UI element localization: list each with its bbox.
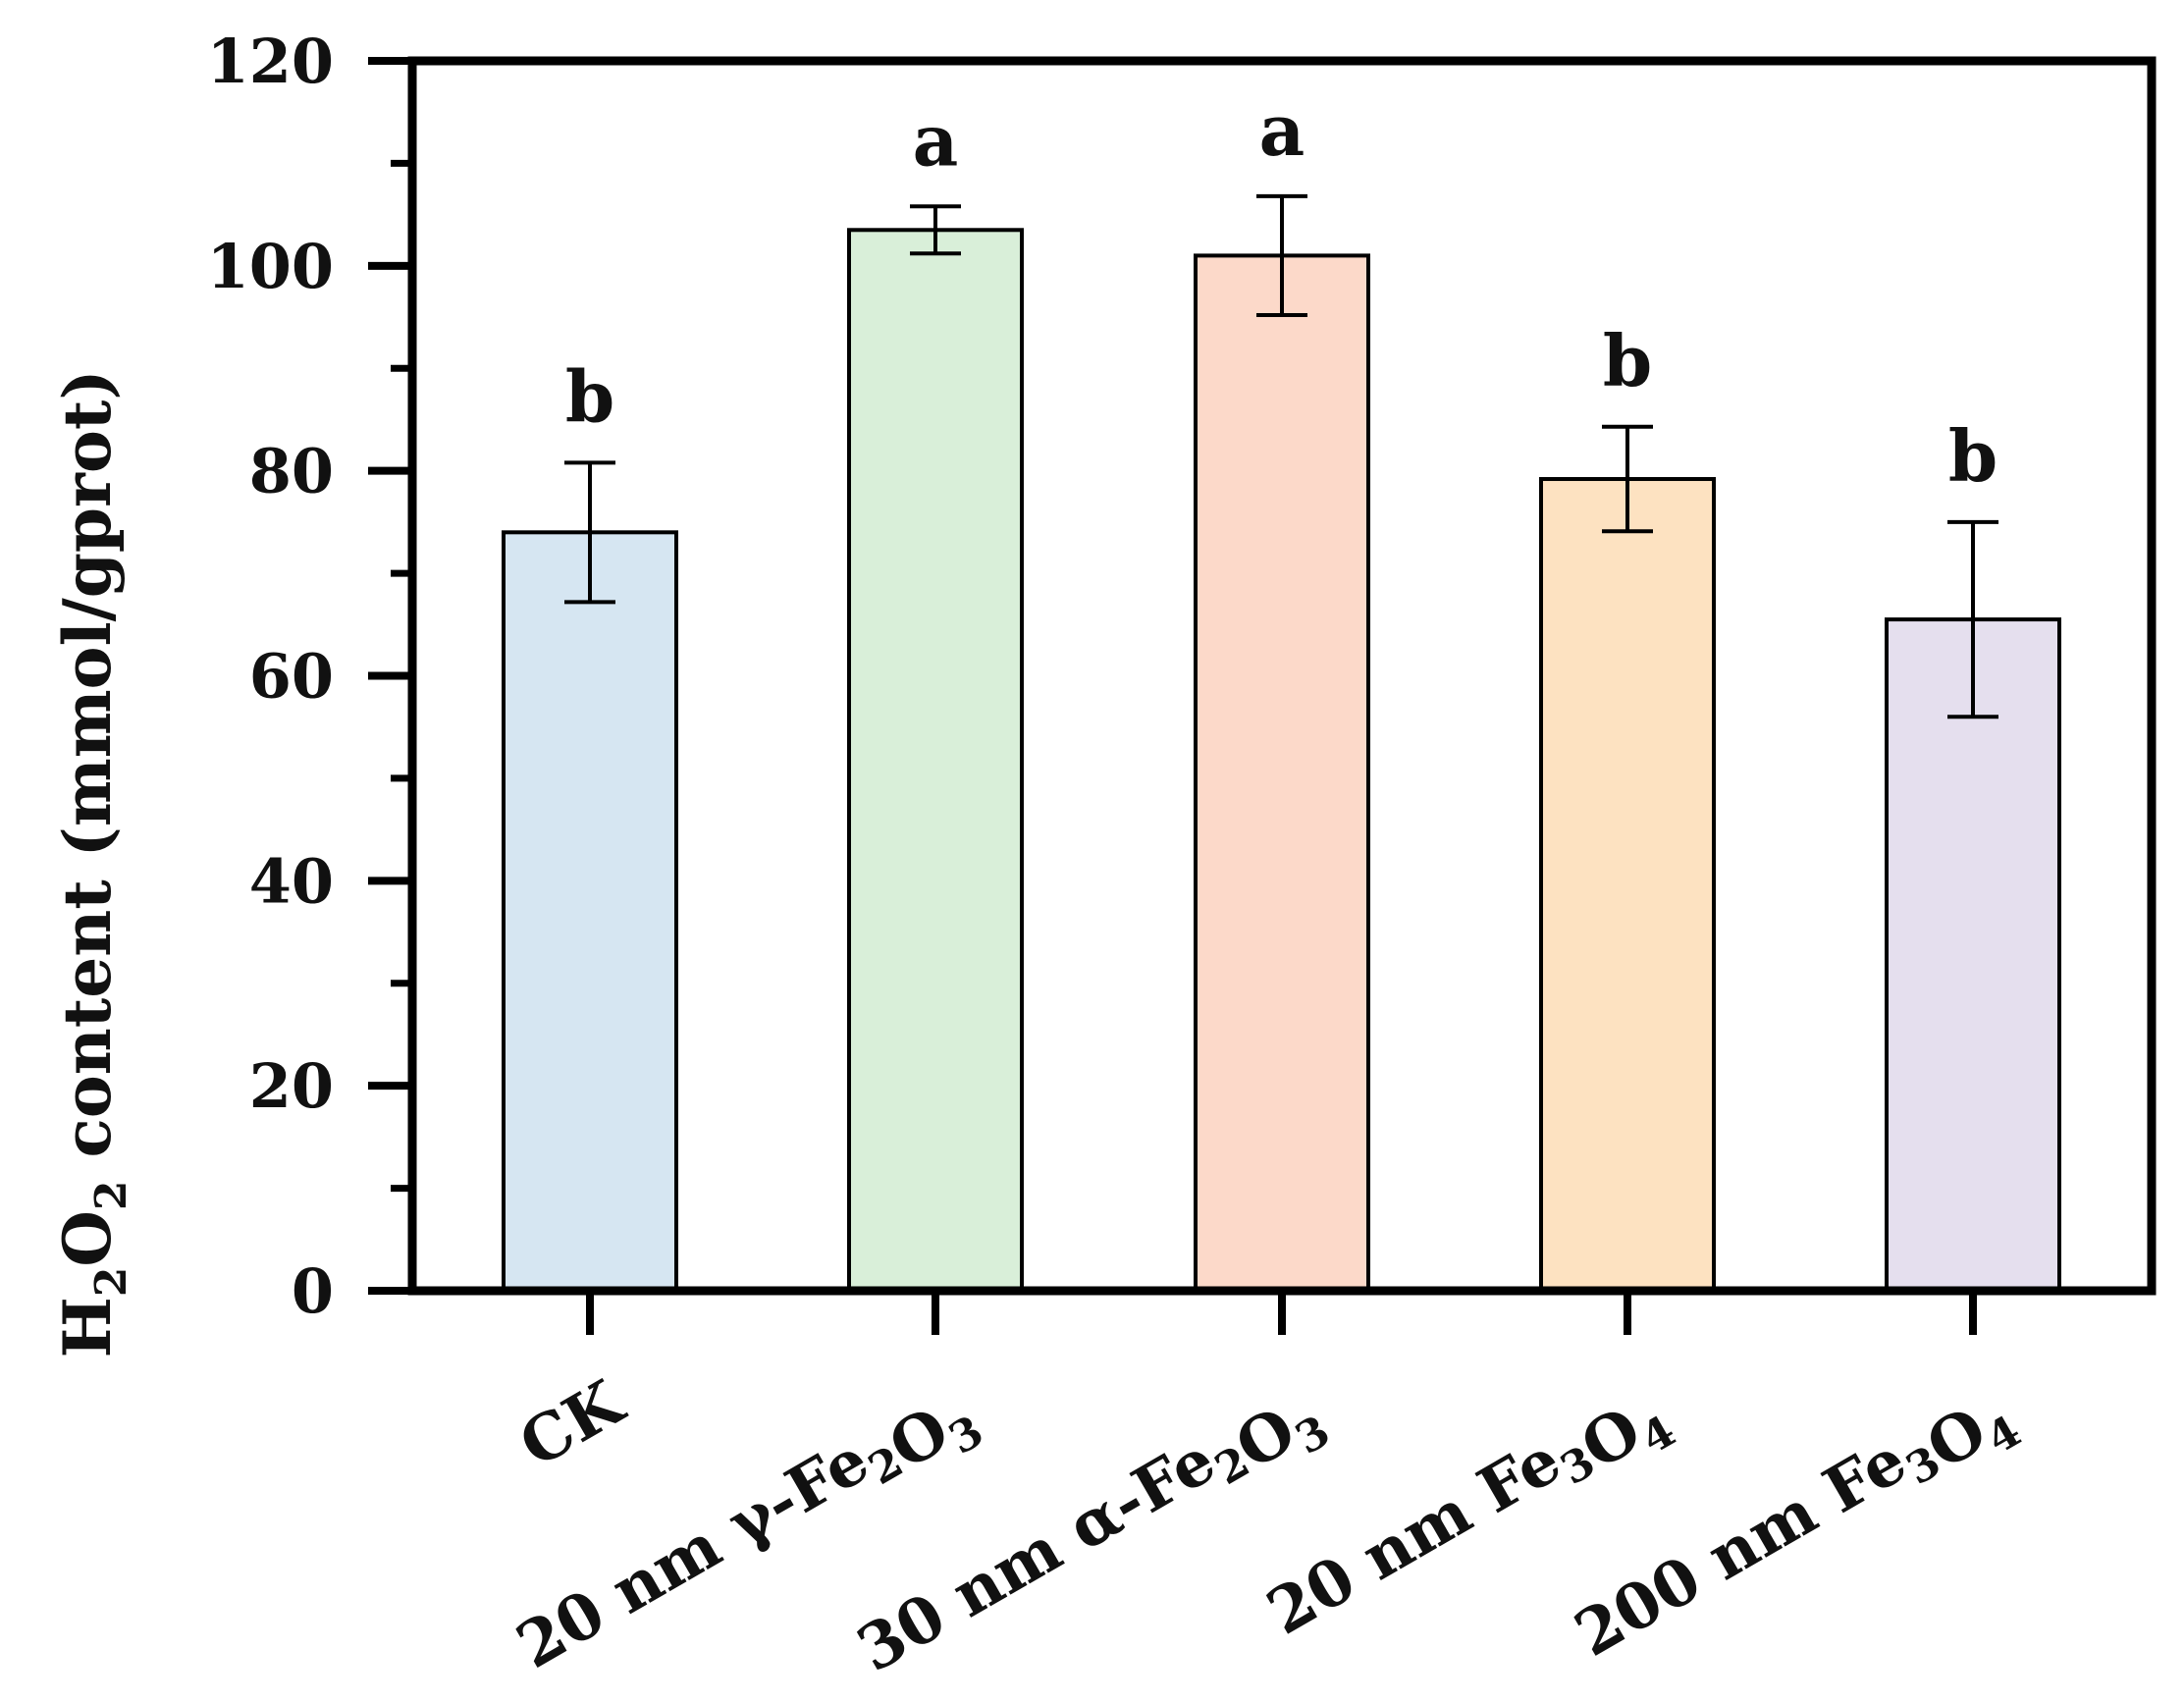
- x-tick-label-text: 200 nm Fe3O4: [1563, 1366, 2029, 1691]
- bar: [847, 228, 1024, 1294]
- y-tick-label: 40: [249, 845, 334, 917]
- x-tick-label-text: CK: [507, 1365, 637, 1482]
- bar: [1194, 253, 1370, 1293]
- y-axis-title-sub1: 2: [86, 1267, 136, 1298]
- bar: [502, 530, 678, 1293]
- x-tick-label-prefix: CK: [507, 1365, 637, 1482]
- y-tick-label: 60: [249, 641, 334, 713]
- x-tick-label-prefix: 200 nm: [1563, 1464, 1848, 1672]
- error-bars-layer: [564, 193, 1998, 719]
- y-axis-title-o: O: [49, 1210, 126, 1267]
- error-bar: [910, 204, 961, 256]
- error-bar: [1256, 193, 1307, 317]
- significance-label: b: [1948, 414, 1998, 498]
- y-axis-title: H2O2 content (mmol/gprot): [49, 369, 136, 1357]
- plot-frame: [407, 56, 2157, 1296]
- significance-label: a: [1259, 88, 1305, 172]
- error-bar: [1947, 519, 1998, 719]
- error-bar: [1602, 424, 1653, 534]
- y-axis-title-h: H: [49, 1297, 126, 1357]
- y-tick-label: 80: [249, 436, 334, 507]
- svg-text:H2O2 content (mmol/gprot): H2O2 content (mmol/gprot): [49, 369, 136, 1357]
- bars-layer: [502, 228, 2061, 1294]
- bar: [1885, 617, 2061, 1293]
- y-axis-title-sub2: 2: [86, 1180, 136, 1210]
- significance-label: b: [565, 354, 614, 438]
- y-tick-label: 120: [207, 26, 334, 97]
- significance-labels-layer: b a a b b: [565, 88, 1998, 498]
- bar: [1539, 477, 1716, 1293]
- y-axis: 0 20 40 60 80 100 120: [207, 26, 412, 1327]
- x-tick-label-prefix: 20 nm γ-: [505, 1464, 811, 1683]
- significance-label: a: [913, 98, 959, 182]
- error-bar: [564, 460, 615, 605]
- x-tick-label: CK: [507, 1365, 637, 1482]
- y-tick-label: 20: [249, 1050, 334, 1122]
- y-tick-label: 100: [207, 231, 334, 302]
- x-tick-label: 200 nm Fe3O4: [1563, 1366, 2029, 1691]
- x-tick-label-prefix: 20 nm: [1255, 1464, 1503, 1650]
- significance-label: b: [1603, 319, 1652, 402]
- y-axis-title-rest: content (mmol/gprot): [49, 369, 126, 1180]
- x-tick-label-prefix: 30 nm α-: [845, 1464, 1157, 1687]
- y-tick-label: 0: [292, 1255, 334, 1327]
